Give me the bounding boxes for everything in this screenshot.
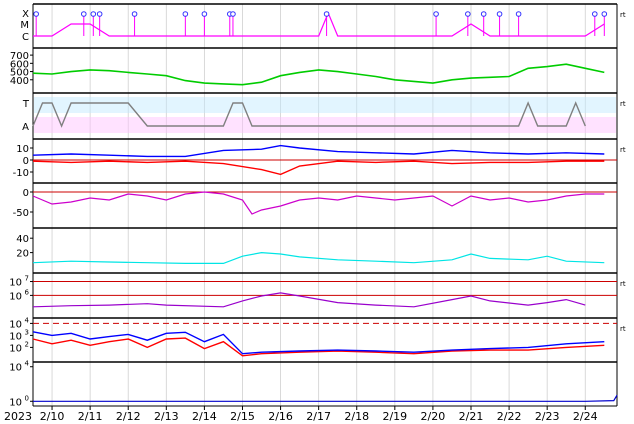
y-tick-label: 600 [10,59,29,70]
imf-series-line [32,144,605,158]
y-tick-label: -50 [13,208,29,219]
sector-away-band [34,117,616,133]
panels: XMCrt400500600700TArt-10010rt-500204010^… [9,3,626,408]
flare-marker [323,11,330,17]
flare-marker [33,11,39,17]
x-tick-label: 2/16 [268,410,293,423]
right-label: rt [620,146,626,154]
right-label: rt [620,100,626,108]
x-tick-label: 2/19 [382,410,407,423]
x-tick-label: 2/18 [344,410,369,423]
y-tick-label: 20 [16,249,29,260]
y-tick-label: 40 [16,234,29,245]
x-axis-year-label: 2023 [4,410,32,423]
speed-series-line [32,63,605,86]
background-series-line [33,394,618,402]
right-label: rt [620,280,626,288]
y-tick-label: 0 [23,188,29,199]
y-tick-base: 10 [9,278,22,289]
x-tick-label: 2/10 [40,410,65,423]
sector-label: T [22,99,30,110]
y-tick-label: 500 [10,68,29,79]
y-tick-base: 10 [9,291,22,302]
flare-series-line [33,11,605,37]
flare-marker [80,11,87,17]
y-tick-exponent: 4 [25,316,30,324]
y-tick-label: 400 [10,76,29,87]
right-label: rt [620,11,626,19]
electron-series-line [32,337,605,357]
sector-toward-band [34,97,616,113]
y-tick-label: -10 [13,168,29,179]
flare-class-label: C [22,32,29,43]
y-tick-exponent: 7 [25,275,29,283]
x-tick-label: 2/20 [421,410,446,423]
sector-series-line [32,101,586,128]
x-tick-label: 2/14 [192,410,217,423]
y-tick-exponent: 4 [25,360,30,368]
flare-marker [591,11,598,17]
flare-marker [515,11,522,17]
flare-marker [131,11,138,17]
density-series-line [32,251,605,264]
electron-series-line [32,331,605,355]
flare-marker [182,11,189,17]
flare-marker [480,11,487,17]
flare-class-label: X [22,9,29,20]
y-tick-base: 10 [9,363,22,374]
x-tick-label: 2/12 [116,410,141,423]
vertical-grid [51,4,586,406]
y-tick-base: 10 [9,397,22,408]
flare-marker [201,11,208,17]
flare-marker [90,11,97,17]
y-tick-label: 10 [16,144,29,155]
imf-series-line [32,160,605,176]
y-tick-base: 10 [9,343,22,354]
y-tick-exponent: 2 [25,340,29,348]
y-tick-base: 10 [9,331,22,342]
flare-marker [601,11,608,17]
x-tick-label: 2/13 [154,410,179,423]
y-tick-label: 0 [23,156,29,167]
x-tick-label: 2/17 [306,410,331,423]
x-tick-label: 2/11 [78,410,103,423]
x-tick-label: 2/15 [230,410,255,423]
dst-series-line [32,191,605,215]
flare-marker [433,11,439,17]
y-tick-exponent: 3 [25,328,29,336]
flare-marker [465,11,471,17]
flare-marker [496,11,503,17]
x-tick-label: 2/24 [573,410,598,423]
y-tick-base: 10 [9,319,22,330]
proton-series-line [32,292,586,308]
flare-class-label: M [20,20,29,31]
right-label: rt [620,325,626,333]
sector-label: A [22,122,29,133]
flare-marker [230,11,236,17]
y-tick-label: 700 [10,51,29,62]
x-axis: 2023 2/10 2/11 2/12 2/13 2/14 2/15 2/16 2/17 2/1… [4,406,598,423]
flare-marker [96,11,103,17]
x-tick-label: 2/21 [459,410,484,423]
y-tick-exponent: 6 [25,288,30,296]
x-tick-label: 2/22 [497,410,522,423]
y-tick-exponent: 0 [25,394,29,402]
x-tick-label: 2/23 [535,410,560,423]
